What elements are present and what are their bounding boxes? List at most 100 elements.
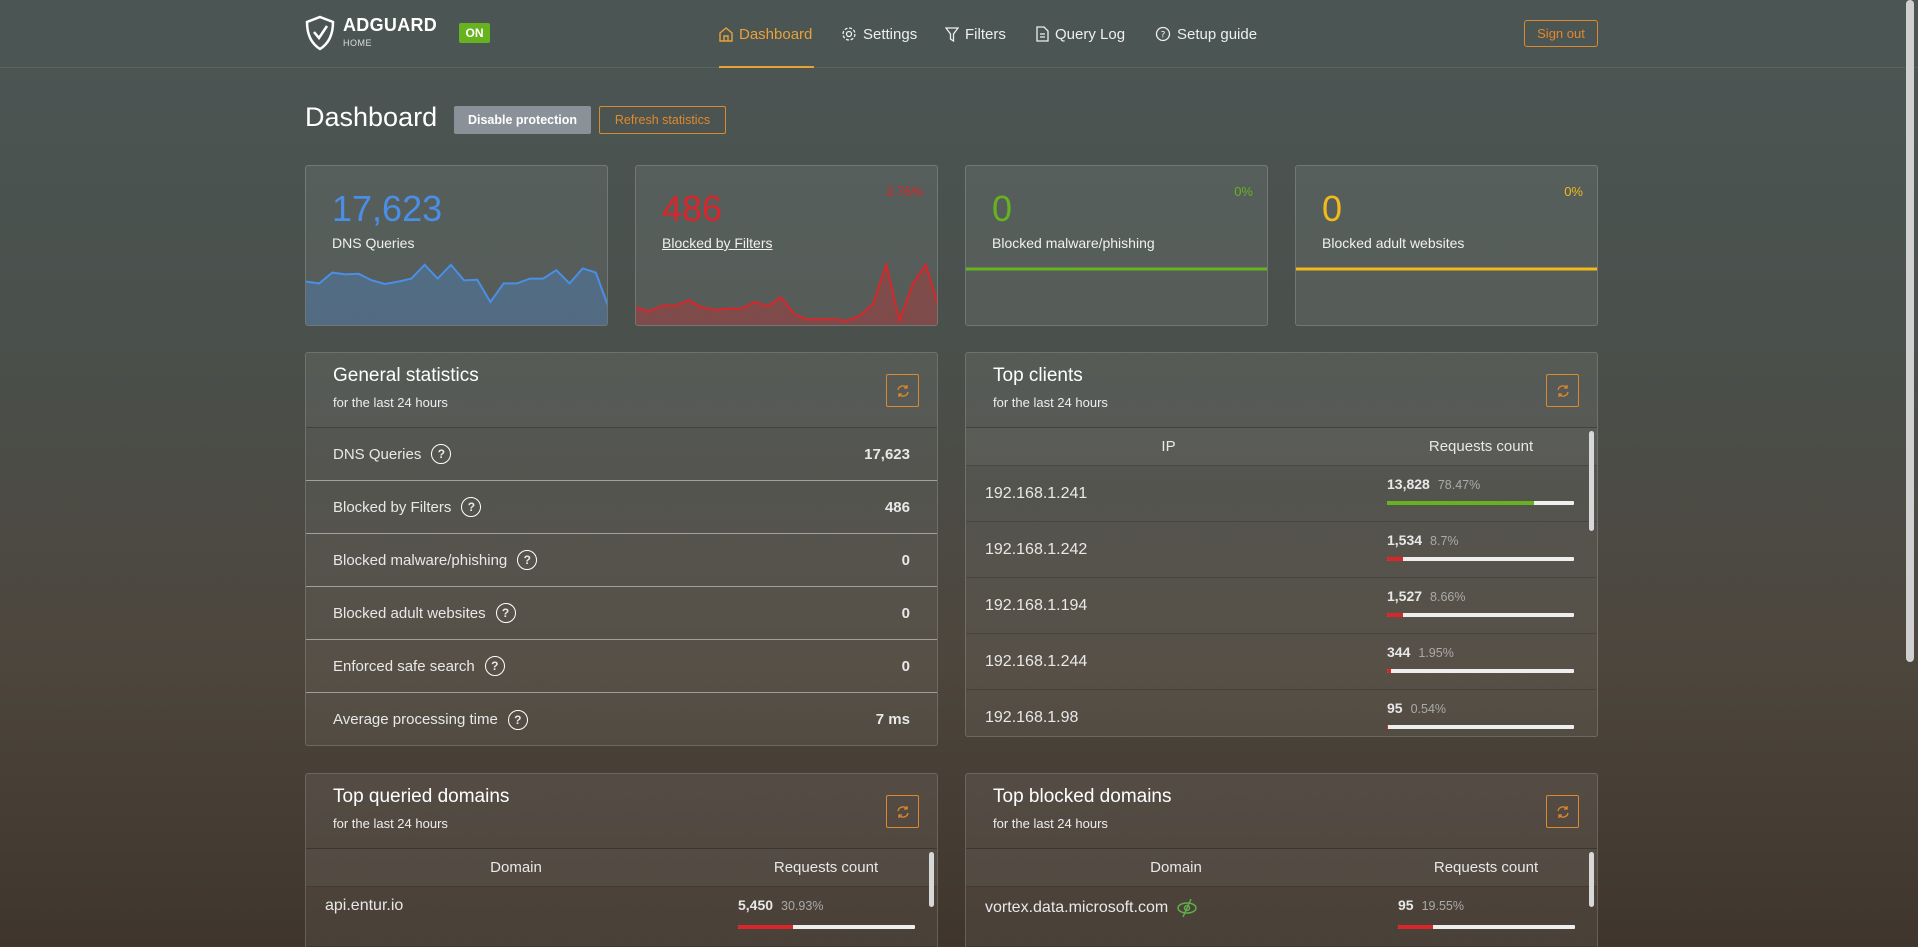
refresh-icon: [1556, 384, 1569, 397]
nav-label: Query Log: [1055, 25, 1126, 43]
nav-setup-guide[interactable]: ? Setup guide: [1155, 22, 1257, 46]
count-percent: 1.95%: [1418, 646, 1454, 660]
panel-subtitle: for the last 24 hours: [993, 816, 1108, 831]
refresh-button[interactable]: [1546, 374, 1579, 407]
top-navbar: [0, 0, 1918, 68]
domain-name: vortex.data.microsoft.com: [985, 897, 1198, 919]
blocked-filters-link[interactable]: Blocked by Filters: [662, 235, 773, 251]
count-value: 1,534: [1387, 532, 1423, 548]
help-icon[interactable]: ?: [507, 709, 528, 730]
refresh-button[interactable]: [1546, 795, 1579, 828]
refresh-button[interactable]: [886, 795, 919, 828]
percent-bar: [1387, 725, 1574, 729]
count-value: 13,828: [1387, 476, 1430, 492]
help-icon[interactable]: ?: [484, 656, 505, 676]
client-row[interactable]: 192.168.1.242 1,534 8.7%: [966, 522, 1597, 578]
nav-label: Dashboard: [739, 25, 813, 43]
panel-subtitle: for the last 24 hours: [333, 816, 448, 831]
scrollbar[interactable]: [929, 852, 934, 907]
disable-protection-button[interactable]: Disable protection: [454, 106, 591, 134]
top-clients-panel: Top clients for the last 24 hours IP Reque…: [965, 352, 1598, 737]
stat-row: Blocked adult websites? 0: [306, 587, 937, 640]
stat-value: 7 ms: [875, 711, 910, 728]
brand-sub: HOME: [343, 38, 372, 48]
stat-label: Blocked malware/phishing: [333, 551, 508, 569]
column-header-requests[interactable]: Requests count: [773, 859, 879, 876]
sign-out-button[interactable]: Sign out: [1524, 20, 1598, 47]
request-count: 1,527 8.66%: [1387, 588, 1466, 604]
card-label: DNS Queries: [332, 235, 415, 251]
card-blocked-adult: 0% 0 Blocked adult websites: [1295, 165, 1598, 326]
stat-label: Enforced safe search: [333, 657, 475, 675]
percent-bar: [1387, 669, 1574, 673]
nav-dashboard[interactable]: Dashboard: [719, 22, 812, 46]
client-row[interactable]: 192.168.1.194 1,527 8.66%: [966, 578, 1597, 634]
domain-text[interactable]: vortex.data.microsoft.com: [985, 899, 1169, 917]
column-header-requests[interactable]: Requests count: [1428, 438, 1534, 455]
panel-title: Top queried domains: [333, 786, 510, 807]
stat-value: 0: [901, 657, 910, 675]
malware-sparkline: [966, 267, 1267, 271]
nav-query-log[interactable]: Query Log: [1036, 22, 1125, 46]
refresh-icon: [896, 384, 909, 397]
refresh-button[interactable]: [886, 374, 919, 407]
eye-off-icon[interactable]: [1176, 897, 1198, 919]
nav-label: Setup guide: [1177, 25, 1258, 43]
page-scrollbar[interactable]: [1906, 0, 1914, 662]
client-ip[interactable]: 192.168.1.241: [985, 484, 1088, 502]
percent-bar: [738, 925, 915, 929]
column-header-domain[interactable]: Domain: [490, 859, 542, 876]
stat-value: 17,623: [864, 445, 910, 463]
column-header-ip[interactable]: IP: [1161, 438, 1176, 455]
client-ip[interactable]: 192.168.1.194: [985, 596, 1088, 614]
request-count: 95 0.54%: [1387, 700, 1446, 716]
count-percent: 8.7%: [1430, 534, 1459, 548]
logo[interactable]: ADGUARD HOME: [305, 15, 437, 51]
request-count: 13,828 78.47%: [1387, 476, 1480, 492]
client-row[interactable]: 192.168.1.98 95 0.54%: [966, 690, 1597, 736]
domain-row[interactable]: vortex.data.microsoft.com 95 19.55%: [966, 887, 1597, 947]
nav-label: Settings: [863, 25, 918, 43]
client-row[interactable]: 192.168.1.244 344 1.95%: [966, 634, 1597, 690]
top-queried-domains-panel: Top queried domains for the last 24 hours…: [305, 773, 938, 947]
sparkline-line: [306, 263, 607, 307]
count-percent: 30.93%: [781, 899, 824, 913]
scrollbar[interactable]: [1589, 852, 1594, 907]
nav-settings[interactable]: Settings: [841, 22, 917, 46]
help-icon[interactable]: ?: [431, 444, 452, 464]
count-value: 1,527: [1387, 588, 1423, 604]
client-ip[interactable]: 192.168.1.244: [985, 652, 1088, 670]
request-count: 5,450 30.93%: [738, 897, 823, 913]
card-blocked-filters: 2.76% 486 Blocked by Filters: [635, 165, 938, 326]
request-count: 1,534 8.7%: [1387, 532, 1459, 548]
help-icon[interactable]: ?: [517, 550, 538, 570]
stat-row: Average processing time? 7 ms: [306, 693, 937, 745]
client-ip[interactable]: 192.168.1.98: [985, 708, 1079, 726]
stat-row: Enforced safe search? 0: [306, 640, 937, 693]
count-percent: 19.55%: [1421, 899, 1464, 913]
sparkline-line: [636, 261, 937, 325]
scrollbar[interactable]: [1589, 431, 1594, 531]
client-row[interactable]: 192.168.1.241 13,828 78.47%: [966, 466, 1597, 522]
count-percent: 78.47%: [1437, 478, 1481, 492]
card-value: 486: [662, 188, 723, 229]
stat-label: DNS Queries: [333, 445, 422, 463]
card-percent: 0%: [1564, 184, 1583, 199]
domain-text[interactable]: api.entur.io: [325, 897, 404, 914]
refresh-statistics-button[interactable]: Refresh statistics: [599, 106, 726, 134]
help-icon[interactable]: ?: [461, 497, 482, 517]
column-header-domain[interactable]: Domain: [1150, 859, 1202, 876]
nav-filters[interactable]: Filters: [945, 22, 1006, 46]
help-icon[interactable]: ?: [495, 603, 516, 623]
stat-value: 0: [901, 604, 910, 622]
percent-bar-fill: [738, 925, 793, 929]
domain-row[interactable]: api.entur.io 5,450 30.93%: [306, 887, 937, 947]
stat-row: Blocked malware/phishing? 0: [306, 534, 937, 587]
percent-bar-fill: [1398, 925, 1433, 929]
panel-title: Top clients: [993, 365, 1083, 386]
client-ip[interactable]: 192.168.1.242: [985, 540, 1088, 558]
percent-bar: [1387, 613, 1574, 617]
column-header-requests[interactable]: Requests count: [1433, 859, 1539, 876]
count-percent: 8.66%: [1430, 590, 1466, 604]
percent-bar-fill: [1387, 613, 1404, 617]
